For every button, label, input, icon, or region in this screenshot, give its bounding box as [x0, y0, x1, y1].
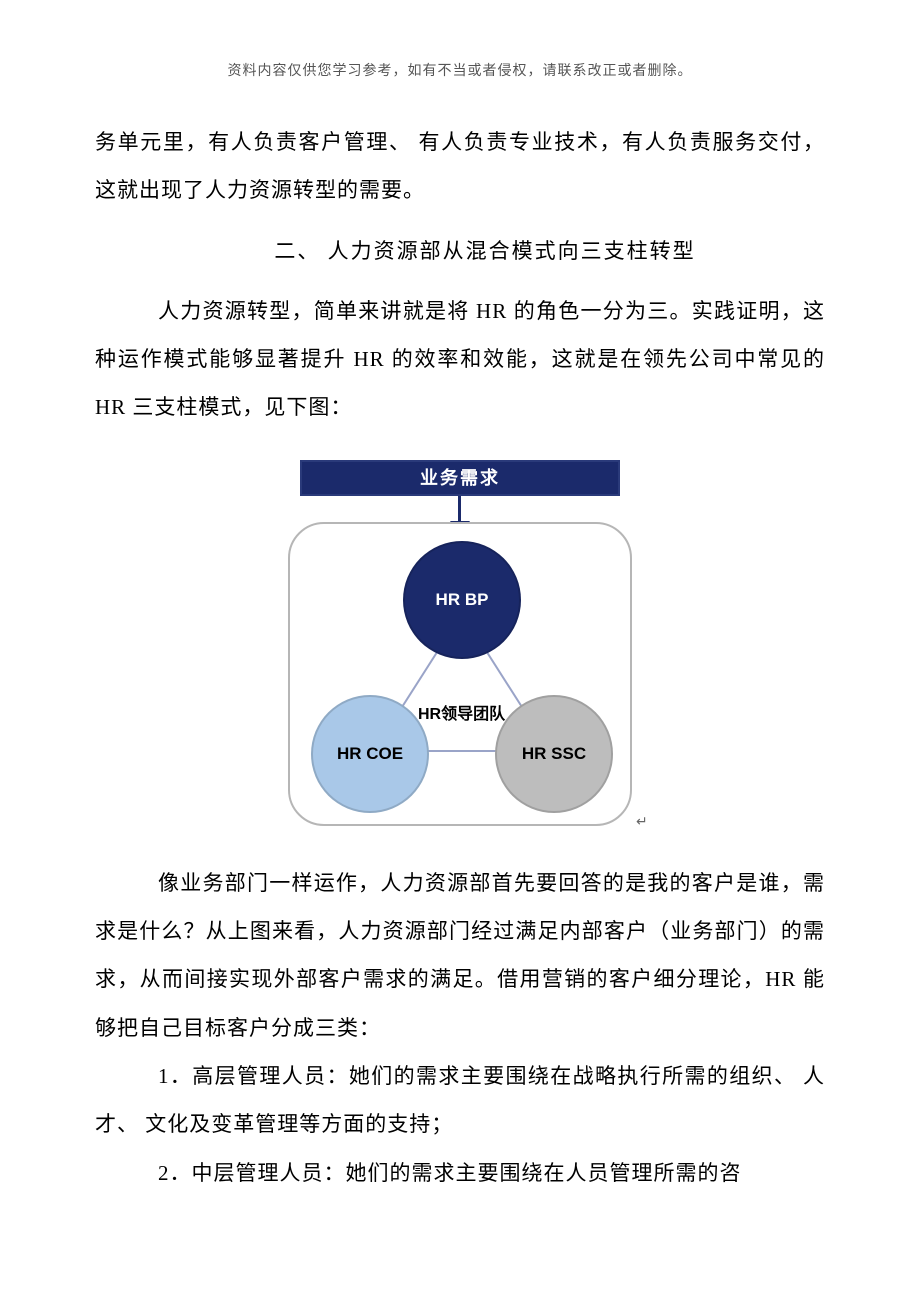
- node-label: HR BP: [436, 590, 489, 610]
- demand-bar: 业务需求: [300, 460, 620, 496]
- center-label: HR领导团队: [418, 700, 505, 724]
- paragraph-1: 务单元里，有人负责客户管理、 有人负责专业技术，有人负责服务交付，这就出现了人力…: [95, 118, 825, 215]
- node-label: HR SSC: [522, 744, 586, 764]
- hr-three-pillar-diagram: 业务需求 HR领导团队 HR BP HR COE HR SSC ↵: [95, 460, 825, 835]
- node-hr-coe: HR COE: [311, 695, 429, 813]
- diagram-panel: HR领导团队 HR BP HR COE HR SSC: [288, 522, 632, 826]
- list-item-1: 1．高层管理人员：她们的需求主要围绕在战略执行所需的组织、 人才、 文化及变革管…: [95, 1052, 825, 1149]
- list-item-2: 2．中层管理人员：她们的需求主要围绕在人员管理所需的咨: [95, 1149, 825, 1197]
- cursor-mark-icon: ↵: [636, 814, 648, 831]
- paragraph-2: 人力资源转型，简单来讲就是将 HR 的角色一分为三。实践证明，这种运作模式能够显…: [95, 287, 825, 432]
- node-label: HR COE: [337, 744, 403, 764]
- node-hr-ssc: HR SSC: [495, 695, 613, 813]
- node-hr-bp: HR BP: [403, 541, 521, 659]
- arrow-line: [458, 496, 461, 524]
- paragraph-3: 像业务部门一样运作，人力资源部首先要回答的是我的客户是谁，需求是什么？从上图来看…: [95, 859, 825, 1052]
- section-heading-2: 二、 人力资源部从混合模式向三支柱转型: [95, 227, 825, 275]
- page-watermark: 资料内容仅供您学习参考，如有不当或者侵权，请联系改正或者删除。: [95, 60, 825, 80]
